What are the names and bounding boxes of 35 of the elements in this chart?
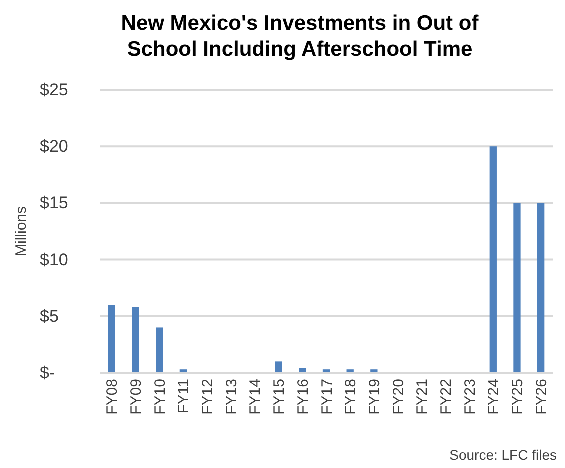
x-tick-label: FY22 <box>438 379 455 415</box>
y-tick-label: $- <box>40 363 56 382</box>
x-tick-label: FY17 <box>318 379 336 415</box>
y-tick-label: $10 <box>40 250 68 270</box>
x-tick-label: FY19 <box>366 379 384 415</box>
bar <box>132 307 140 373</box>
x-tick-label: FY09 <box>128 379 146 415</box>
x-tick-label: FY25 <box>509 379 526 415</box>
y-axis-title: Millions <box>13 206 30 257</box>
y-tick-label: $25 <box>40 80 68 100</box>
x-tick-label: FY12 <box>200 379 217 415</box>
x-tick-label: FY24 <box>486 379 503 415</box>
x-tick-label: FY08 <box>104 379 122 415</box>
x-tick-label: FY20 <box>390 379 408 415</box>
x-tick-label: FY26 <box>533 379 550 415</box>
x-tick-label: FY11 <box>176 379 193 414</box>
x-tick-label: FY13 <box>223 379 240 415</box>
y-tick-label: $15 <box>40 194 68 213</box>
bar <box>275 362 282 373</box>
y-tick-label: $20 <box>40 137 68 156</box>
x-tick-label: FY14 <box>247 379 264 415</box>
x-tick-label: FY18 <box>342 379 360 415</box>
x-tick-label: FY23 <box>462 379 479 415</box>
bar <box>538 203 545 373</box>
bar <box>156 328 164 373</box>
x-tick-label: FY21 <box>414 379 432 415</box>
x-tick-label: FY15 <box>271 379 288 415</box>
x-tick-label: FY16 <box>294 379 312 415</box>
x-tick-label: FY10 <box>152 379 169 415</box>
source-note: Source: LFC files <box>450 447 557 463</box>
chart-title: New Mexico's Investments in Out of School Including Afterschool Time <box>121 12 480 61</box>
bar <box>514 203 521 373</box>
bar <box>490 146 497 373</box>
y-tick-label: $5 <box>40 306 59 326</box>
bar <box>108 305 116 373</box>
